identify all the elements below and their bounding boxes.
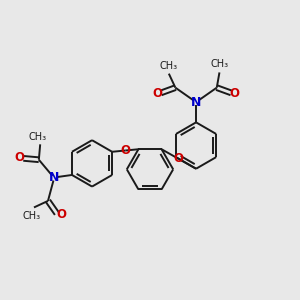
Text: N: N [49,171,59,184]
Text: O: O [56,208,66,221]
Text: O: O [230,87,240,100]
Text: CH₃: CH₃ [160,61,178,71]
Text: O: O [174,152,184,166]
Text: CH₃: CH₃ [210,59,229,70]
Text: O: O [152,87,162,100]
Text: CH₃: CH₃ [29,132,47,142]
Text: N: N [191,96,201,109]
Text: O: O [14,151,24,164]
Text: CH₃: CH₃ [22,211,41,221]
Text: O: O [120,144,130,157]
